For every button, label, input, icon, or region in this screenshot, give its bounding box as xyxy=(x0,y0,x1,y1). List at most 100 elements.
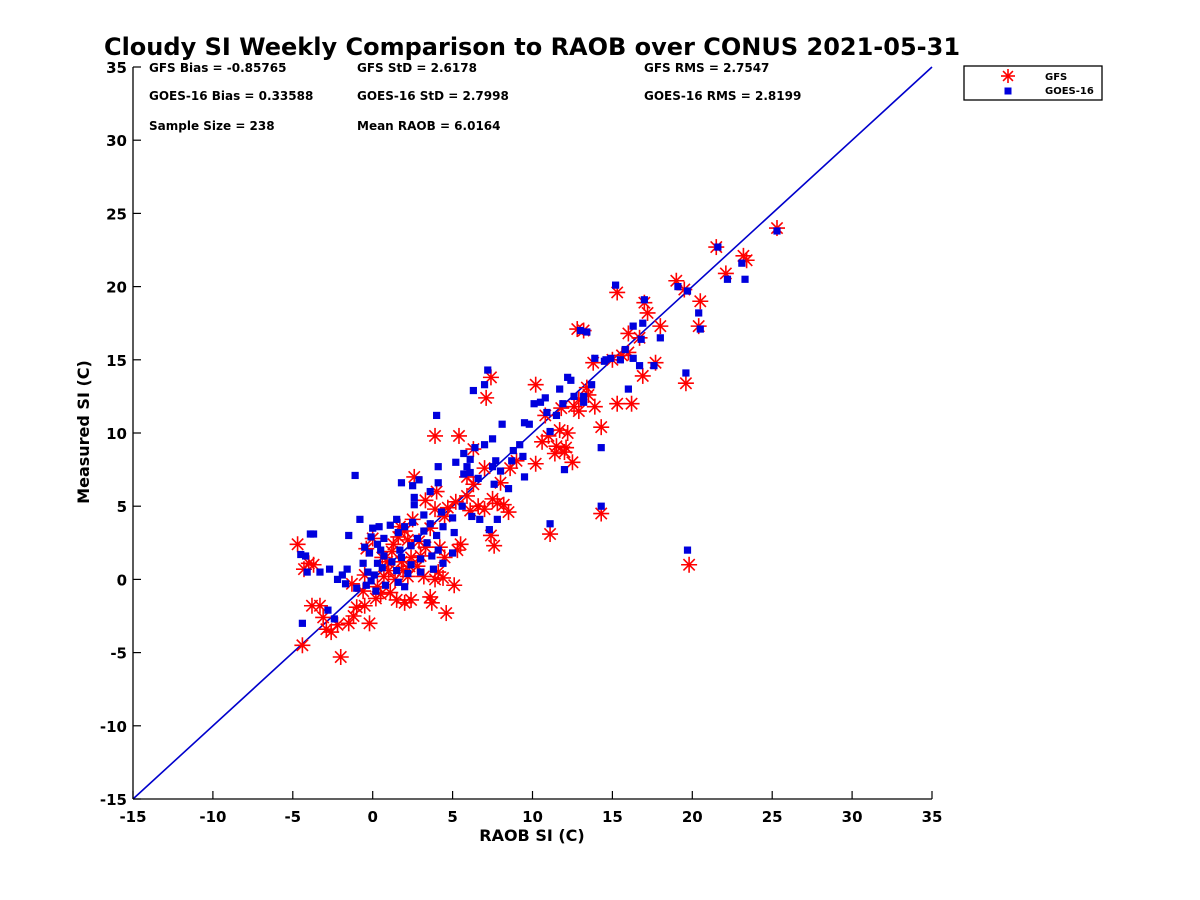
goes16-point xyxy=(298,619,306,627)
x-tick-label: -10 xyxy=(199,808,226,826)
y-tick-label: 25 xyxy=(106,205,127,223)
goes16-point xyxy=(410,501,418,509)
gfs-point xyxy=(478,389,495,406)
goes16-point xyxy=(353,584,361,592)
goes16-point xyxy=(359,559,367,567)
chart-title: Cloudy SI Weekly Comparison to RAOB over… xyxy=(104,33,960,61)
goes16-point xyxy=(504,485,513,493)
goes16-point xyxy=(480,381,489,389)
goes16-point xyxy=(338,571,346,579)
goes16-point xyxy=(509,446,517,455)
goes16-point xyxy=(364,568,372,576)
goes16-point xyxy=(365,549,374,557)
gfs-point xyxy=(438,605,455,622)
goes16-point xyxy=(437,508,446,516)
goes16-point xyxy=(525,420,533,428)
goes16-point xyxy=(546,520,554,528)
goes16-series xyxy=(297,227,781,627)
goes16-point xyxy=(674,283,682,291)
gfs-point xyxy=(446,577,463,594)
goes16-point xyxy=(556,385,564,393)
x-axis-label: RAOB SI (C) xyxy=(479,826,584,845)
goes16-point xyxy=(393,567,401,575)
stat-text: GFS StD = 2.6178 xyxy=(357,61,477,75)
goes16-point xyxy=(714,243,722,251)
goes16-point xyxy=(496,467,505,475)
x-tick-label: 5 xyxy=(447,808,457,826)
goes16-point xyxy=(637,335,645,343)
goes16-point xyxy=(530,400,538,408)
y-tick-label: 15 xyxy=(106,352,127,370)
goes16-point xyxy=(519,452,527,461)
goes16-point xyxy=(351,471,359,480)
x-tick-label: -15 xyxy=(119,808,146,826)
goes16-point xyxy=(410,493,418,502)
goes16-point xyxy=(466,455,474,463)
goes16-point xyxy=(484,366,492,374)
goes16-point xyxy=(409,482,417,490)
x-tick-label: 20 xyxy=(682,808,703,826)
goes16-point xyxy=(552,411,561,420)
goes16-point xyxy=(362,581,370,589)
goes16-point xyxy=(588,381,596,389)
goes16-point xyxy=(639,319,647,327)
goes16-point xyxy=(449,549,457,557)
y-tick-label: 10 xyxy=(106,425,127,443)
gfs-point xyxy=(652,318,669,335)
gfs-point xyxy=(738,252,755,269)
goes16-point xyxy=(576,326,585,335)
goes16-point xyxy=(426,487,434,496)
goes16-point xyxy=(333,575,342,583)
goes16-point xyxy=(559,400,567,408)
gfs-point xyxy=(294,637,311,654)
y-tick-label: 0 xyxy=(117,571,127,589)
goes16-point xyxy=(420,511,428,519)
goes16-point xyxy=(381,581,390,589)
goes16-point xyxy=(591,354,599,362)
legend-goes16-label: GOES-16 xyxy=(1045,86,1094,97)
goes16-point xyxy=(695,309,703,317)
gfs-point xyxy=(486,537,503,554)
gfs-point xyxy=(361,615,378,632)
goes16-point xyxy=(324,606,332,614)
goes16-point xyxy=(380,552,388,560)
gfs-series xyxy=(289,220,785,665)
goes16-point xyxy=(426,520,434,528)
goes16-point xyxy=(738,259,746,267)
stat-text: Mean RAOB = 6.0164 xyxy=(357,119,501,133)
goes16-point xyxy=(611,281,620,289)
gfs-point xyxy=(586,398,603,415)
goes16-point xyxy=(401,583,409,591)
gfs-point xyxy=(609,395,626,412)
goes16-point xyxy=(583,328,591,336)
goes16-point xyxy=(439,559,447,567)
goes16-point xyxy=(301,552,310,560)
gfs-point xyxy=(403,591,420,608)
goes16-point xyxy=(650,362,658,370)
goes16-point xyxy=(409,518,417,526)
goes16-point xyxy=(602,356,610,364)
gfs-point xyxy=(323,624,340,641)
goes16-point xyxy=(560,466,569,474)
gfs-point xyxy=(564,454,581,471)
gfs-point xyxy=(559,425,576,441)
one-to-one-line xyxy=(132,66,933,800)
goes16-point xyxy=(434,463,442,471)
goes16-point xyxy=(460,449,468,458)
goes16-point xyxy=(325,565,334,573)
goes16-point xyxy=(330,615,338,623)
x-tick-label: 0 xyxy=(367,808,377,826)
goes16-point xyxy=(345,531,353,540)
gfs-point xyxy=(484,490,501,507)
goes16-point xyxy=(439,523,447,531)
goes16-point xyxy=(413,534,422,543)
goes16-point xyxy=(458,502,466,510)
y-tick-label: 20 xyxy=(106,279,127,297)
y-axis-ticks: -15 -10 -5 0 5 10 15 20 25 30 35 xyxy=(100,59,141,809)
goes16-point xyxy=(434,479,442,487)
legend: GFS GOES-16 xyxy=(963,65,1103,101)
goes16-point xyxy=(373,540,382,548)
goes16-point xyxy=(520,473,529,481)
goes16-point xyxy=(696,325,704,333)
goes16-point xyxy=(375,523,383,531)
